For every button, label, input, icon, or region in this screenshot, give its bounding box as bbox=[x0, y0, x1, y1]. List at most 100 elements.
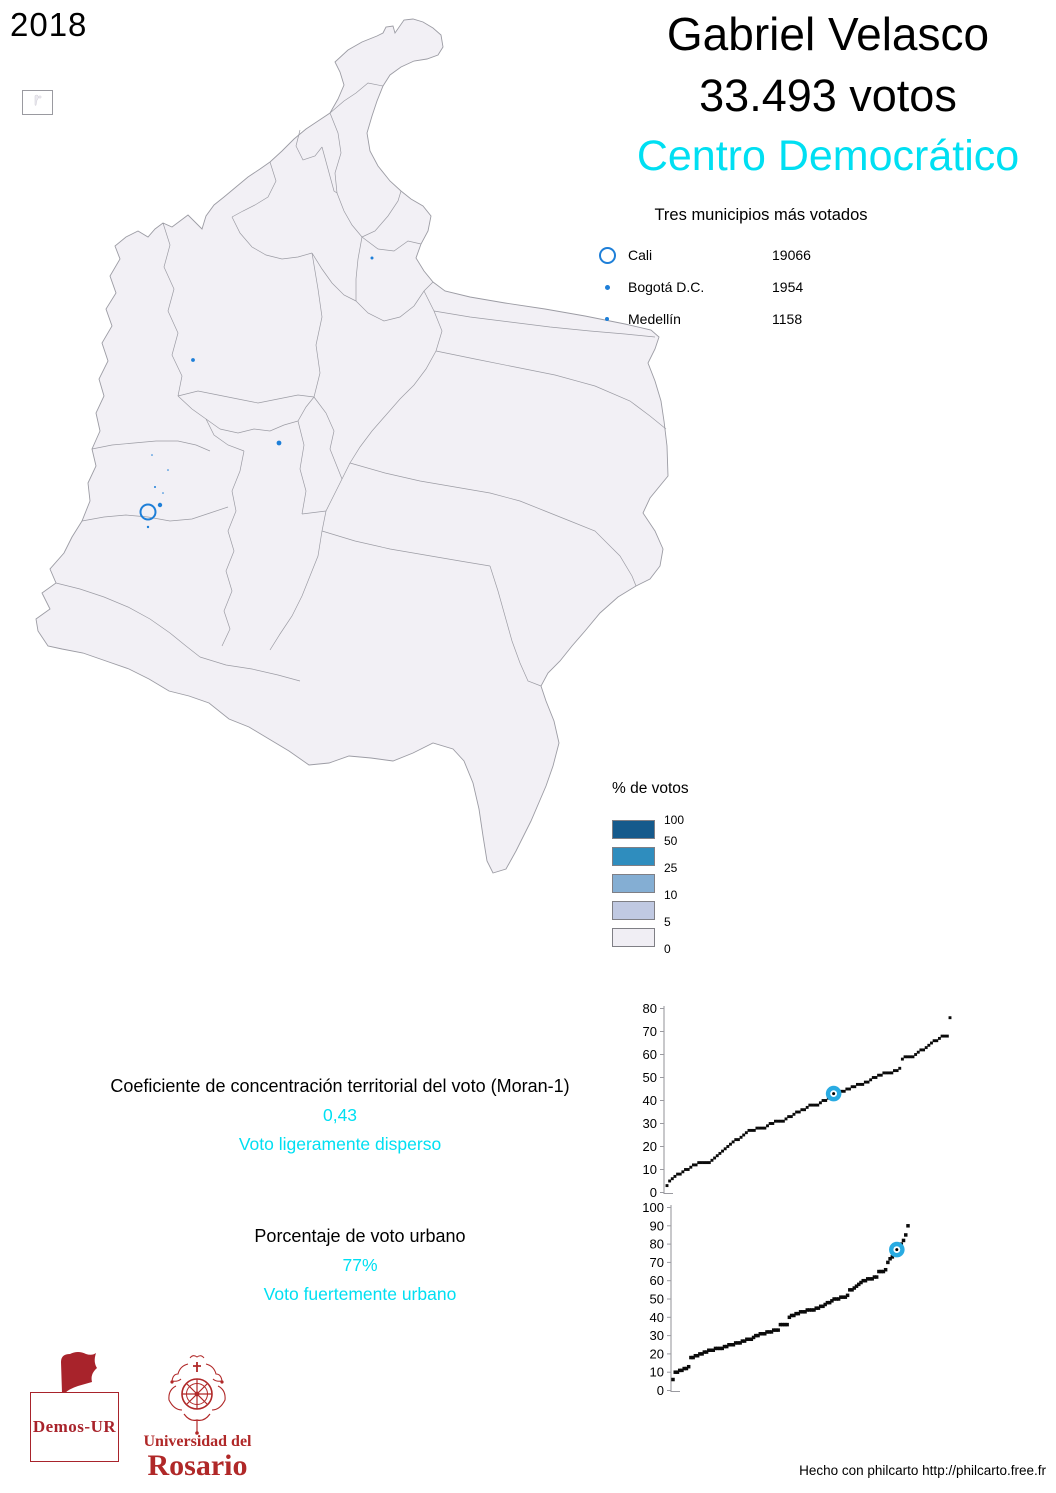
scatter-point bbox=[937, 1036, 941, 1040]
scatter-point bbox=[879, 1269, 883, 1274]
y-axis-tick-label: 60 bbox=[643, 1047, 657, 1062]
scatter-point bbox=[858, 1082, 862, 1086]
scatter-point bbox=[684, 1366, 689, 1371]
department-border bbox=[219, 420, 299, 434]
department-border bbox=[435, 350, 667, 430]
scatter-point bbox=[689, 1165, 693, 1169]
y-axis-tick-label: 20 bbox=[650, 1346, 664, 1361]
candidate-name: Gabriel Velasco bbox=[666, 8, 990, 60]
vote-total: 33.493 votos bbox=[699, 70, 957, 121]
y-axis-tick-label: 50 bbox=[643, 1070, 657, 1085]
y-axis bbox=[670, 1205, 680, 1393]
department-border bbox=[221, 450, 245, 647]
department-border bbox=[361, 236, 422, 252]
year-label: 2018 bbox=[10, 6, 88, 43]
scatter-point bbox=[943, 1034, 947, 1038]
scatter-point bbox=[734, 1138, 738, 1142]
y-axis-tick-label: 100 bbox=[642, 1200, 664, 1215]
department-border bbox=[297, 396, 315, 422]
y-axis-tick-label: 50 bbox=[650, 1292, 664, 1307]
scatter-point bbox=[872, 1275, 877, 1279]
scatter-point bbox=[754, 1333, 758, 1338]
scatter-point bbox=[874, 1275, 879, 1279]
scatter-point bbox=[824, 1099, 828, 1102]
scatter-point bbox=[948, 1016, 952, 1020]
scatter-point bbox=[691, 1355, 695, 1360]
vote-scale-label: 25 bbox=[664, 861, 678, 875]
scatter-point bbox=[836, 1297, 841, 1301]
urban-label: Porcentaje de voto urbano bbox=[254, 1226, 466, 1246]
scatter-point bbox=[781, 1119, 785, 1123]
scatter-point bbox=[721, 1149, 724, 1153]
scatter-point bbox=[778, 1322, 783, 1327]
vote-scale-label: 0 bbox=[664, 942, 671, 956]
scatter-point bbox=[771, 1328, 776, 1332]
y-axis-tick-label: 70 bbox=[643, 1024, 657, 1039]
demos-ur-logo: Demos-UR bbox=[30, 1392, 119, 1462]
scatter-point bbox=[807, 1308, 812, 1312]
scatter-point bbox=[886, 1260, 890, 1265]
scatter-point bbox=[768, 1122, 772, 1125]
department-border bbox=[205, 418, 245, 452]
scatter-point bbox=[877, 1073, 881, 1077]
department-border bbox=[321, 530, 491, 567]
scatter-point bbox=[823, 1302, 827, 1307]
map-marker-dot bbox=[157, 502, 163, 508]
scatter-point bbox=[871, 1076, 875, 1079]
scatter-point bbox=[681, 1170, 685, 1174]
scatter-point bbox=[787, 1315, 792, 1320]
scatter-point bbox=[766, 1124, 769, 1128]
scatter-point bbox=[890, 1255, 895, 1259]
scatter-point bbox=[845, 1293, 850, 1298]
department-border bbox=[81, 506, 229, 522]
scatter-point bbox=[924, 1046, 928, 1050]
small-dot-marker-icon bbox=[598, 278, 616, 296]
scatter-point bbox=[904, 1233, 908, 1237]
scatter-point bbox=[668, 1179, 672, 1183]
department-border bbox=[361, 190, 402, 238]
scatter-point bbox=[870, 1277, 874, 1281]
highlighted-municipality-marker bbox=[832, 1092, 836, 1096]
scatter-point bbox=[853, 1085, 857, 1089]
scatter-point bbox=[755, 1126, 759, 1130]
municipio-name: Medellín bbox=[628, 311, 681, 327]
y-axis-tick-label: 10 bbox=[650, 1365, 664, 1380]
map-marker-dot bbox=[276, 440, 282, 446]
department-border bbox=[162, 222, 183, 397]
y-axis-tick-label: 10 bbox=[643, 1162, 657, 1177]
map-marker-dot bbox=[151, 454, 153, 456]
scatter-point bbox=[832, 1297, 836, 1301]
scatter-point bbox=[702, 1161, 706, 1165]
scatter-point bbox=[857, 1282, 861, 1287]
scatter-point bbox=[887, 1071, 891, 1075]
scatter-point bbox=[812, 1308, 816, 1312]
municipio-votes: 1954 bbox=[772, 279, 804, 295]
scatter-point bbox=[866, 1080, 870, 1084]
department-border bbox=[489, 565, 542, 687]
scatter-point bbox=[800, 1108, 804, 1112]
scatter-point bbox=[814, 1306, 818, 1310]
scatter-point bbox=[713, 1156, 717, 1160]
scatter-point bbox=[855, 1082, 859, 1086]
y-axis-tick-label: 60 bbox=[650, 1273, 664, 1288]
scatter-point bbox=[704, 1350, 709, 1354]
scatter-point bbox=[783, 1322, 787, 1327]
scatter-point bbox=[769, 1330, 774, 1334]
scatter-point bbox=[901, 1238, 906, 1243]
legend-row-medellin: Medellín 1158 bbox=[596, 303, 926, 335]
percent-votes-legend: % de votos 100 50 25 10 5 0 bbox=[612, 780, 732, 1005]
y-axis-tick-label: 70 bbox=[650, 1255, 664, 1270]
map-marker-dot bbox=[370, 256, 374, 260]
rosario-name-line2: Rosario bbox=[147, 1449, 248, 1482]
vote-scale-label: 100 bbox=[664, 813, 685, 827]
scatter-point bbox=[744, 1131, 748, 1135]
scatter-point bbox=[747, 1337, 751, 1342]
y-axis-tick-label: 30 bbox=[650, 1328, 664, 1343]
scatter-point bbox=[840, 1089, 844, 1093]
y-axis-tick-label: 40 bbox=[650, 1310, 664, 1325]
scatter-point bbox=[758, 1332, 763, 1336]
scatter-point bbox=[665, 1184, 669, 1188]
scatter-point bbox=[789, 1313, 794, 1318]
department-border bbox=[355, 236, 363, 301]
scatter-point bbox=[839, 1295, 843, 1299]
